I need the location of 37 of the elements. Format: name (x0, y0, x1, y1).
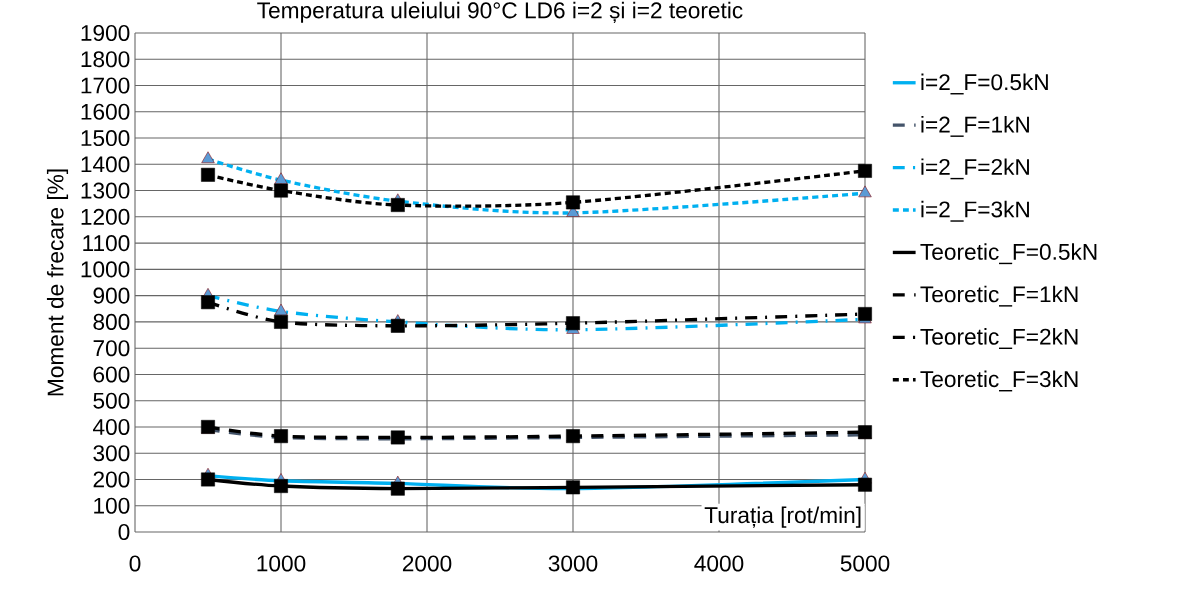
y-tick-label: 1300 (81, 182, 130, 199)
y-axis-title: Moment de frecare [%] (46, 169, 69, 396)
chart-title: Temperatura uleiului 90°C LD6 i=2 și i=2 teoretic (257, 1, 743, 23)
y-tick-label: 100 (94, 497, 130, 514)
legend-label: i=2_F=1kN (921, 115, 1029, 137)
y-tick-label: 1900 (81, 24, 130, 42)
legend-label: Teoretic_F=2kN (920, 328, 1078, 349)
y-tick-label: 500 (93, 392, 130, 409)
y-tick-label: 600 (93, 366, 130, 383)
legend-label: i=2_F=2kN (921, 158, 1029, 180)
x-axis-title: Turația [rot/min] (704, 506, 861, 528)
y-tick-label: 1600 (81, 103, 130, 120)
x-tick-label: 0 (129, 555, 141, 572)
x-tick-label: 4000 (694, 555, 744, 572)
y-tick-label: 1700 (81, 77, 130, 94)
y-tick-label: 1200 (81, 208, 130, 225)
y-tick-label: 1500 (81, 130, 130, 147)
y-tick-label: 200 (93, 471, 130, 488)
y-tick-label: 700 (93, 340, 130, 357)
y-tick-label: 1400 (81, 156, 130, 173)
y-tick-label: 400 (93, 418, 130, 435)
y-tick-label: 300 (93, 445, 130, 462)
y-tick-label: 1100 (83, 235, 130, 252)
x-tick-label: 3000 (548, 555, 598, 572)
legend-label: i=2_F=3kN (921, 200, 1029, 222)
legend-label: i=2_F=0.5kN (921, 73, 1048, 95)
y-tick-label: 900 (93, 287, 130, 304)
x-tick-label: 1000 (257, 555, 306, 572)
legend-label: Teoretic_F=3kN (920, 370, 1078, 392)
x-tick-label: 5000 (840, 555, 890, 572)
y-tick-label: 800 (93, 313, 130, 330)
x-tick-label: 2000 (402, 555, 452, 572)
y-tick-label: 0 (118, 523, 130, 541)
legend-label: Teoretic_F=0.5kN (920, 243, 1097, 265)
y-tick-label: 1800 (81, 51, 130, 68)
y-tick-label: 1000 (81, 261, 130, 278)
legend-label: Teoretic_F=1kN (920, 285, 1078, 307)
